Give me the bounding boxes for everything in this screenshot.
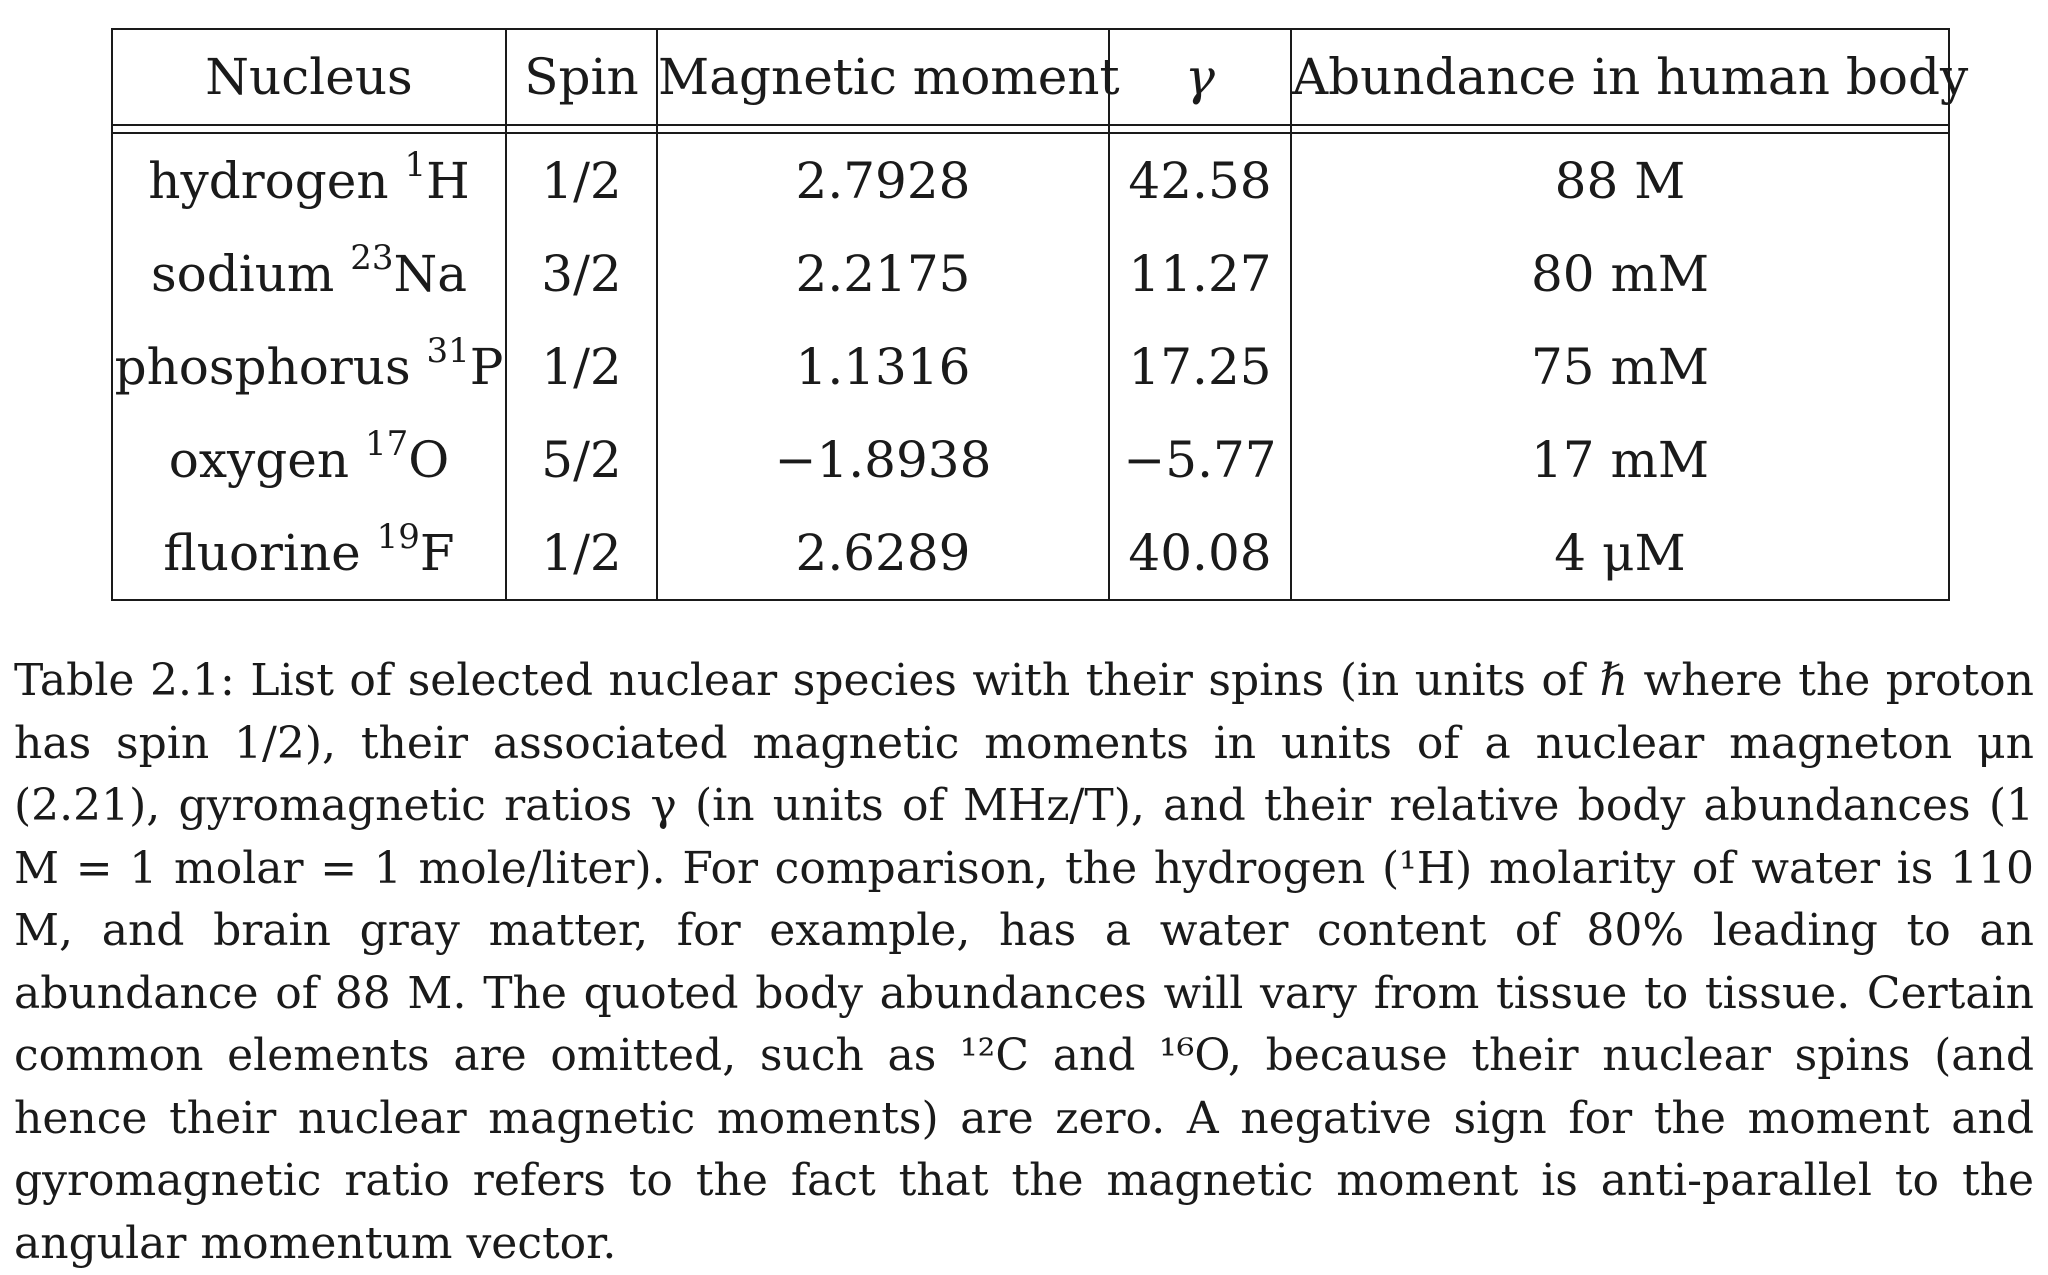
cell-nucleus: fluorine 19F (111, 506, 507, 601)
header-abundance: Abundance in human body (1290, 28, 1968, 125)
cell-moment: 2.6289 (656, 506, 1110, 601)
cell-gamma: 42.58 (1108, 133, 1292, 227)
cell-nucleus: hydrogen 1H (111, 133, 507, 227)
cell-gamma: 11.27 (1108, 227, 1292, 320)
cell-nucleus: phosphorus 31P (111, 320, 507, 413)
table-row: oxygen 17O 5/2 −1.8938 −5.77 17 mM (111, 413, 1950, 506)
table-header-row: Nucleus Spin Magnetic moment γ Abundance… (111, 28, 1968, 125)
mass-number: 1 (404, 144, 427, 185)
cell-spin: 3/2 (505, 227, 658, 320)
nucleus-name: oxygen (168, 430, 350, 489)
cell-spin: 1/2 (505, 320, 658, 413)
mass-number: 31 (426, 330, 470, 371)
element-symbol: H (426, 151, 470, 210)
mass-number: 19 (376, 516, 420, 557)
cell-abundance: 4 μM (1290, 506, 1950, 601)
nucleus-name: phosphorus (114, 337, 411, 396)
cell-abundance: 88 M (1290, 133, 1950, 227)
cell-spin: 5/2 (505, 413, 658, 506)
mass-number: 17 (365, 423, 409, 464)
header-gamma: γ (1108, 28, 1292, 125)
nucleus-name: fluorine (163, 523, 361, 582)
cell-moment: 1.1316 (656, 320, 1110, 413)
cell-spin: 1/2 (505, 133, 658, 227)
element-symbol: Na (393, 244, 468, 303)
table-row: phosphorus 31P 1/2 1.1316 17.25 75 mM (111, 320, 1950, 413)
header-nucleus: Nucleus (111, 28, 507, 125)
table-row: fluorine 19F 1/2 2.6289 40.08 4 μM (111, 506, 1950, 601)
mass-number: 23 (350, 237, 394, 278)
cell-nucleus: sodium 23Na (111, 227, 507, 320)
element-symbol: F (419, 523, 455, 582)
header-spin: Spin (505, 28, 658, 125)
cell-nucleus: oxygen 17O (111, 413, 507, 506)
cell-moment: −1.8938 (656, 413, 1110, 506)
cell-moment: 2.2175 (656, 227, 1110, 320)
table-row: hydrogen 1H 1/2 2.7928 42.58 88 M (111, 133, 1950, 227)
cell-abundance: 80 mM (1290, 227, 1950, 320)
header-magnetic-moment: Magnetic moment (656, 28, 1120, 125)
nucleus-name: sodium (150, 244, 335, 303)
cell-spin: 1/2 (505, 506, 658, 601)
caption-text: Table 2.1: List of selected nuclear spec… (14, 655, 2034, 1269)
cell-abundance: 17 mM (1290, 413, 1950, 506)
cell-moment: 2.7928 (656, 133, 1110, 227)
table-caption: Table 2.1: List of selected nuclear spec… (14, 650, 2034, 1275)
element-symbol: O (408, 430, 450, 489)
nuclear-species-table-container: Nucleus Spin Magnetic moment γ Abundance… (111, 28, 1968, 601)
table-row: sodium 23Na 3/2 2.2175 11.27 80 mM (111, 227, 1950, 320)
nucleus-name: hydrogen (148, 151, 389, 210)
cell-gamma: 17.25 (1108, 320, 1292, 413)
cell-abundance: 75 mM (1290, 320, 1950, 413)
nuclear-species-table: Nucleus Spin Magnetic moment γ Abundance… (111, 28, 1968, 601)
cell-gamma: 40.08 (1108, 506, 1292, 601)
header-separator (111, 124, 1950, 134)
cell-gamma: −5.77 (1108, 413, 1292, 506)
element-symbol: P (469, 337, 504, 396)
